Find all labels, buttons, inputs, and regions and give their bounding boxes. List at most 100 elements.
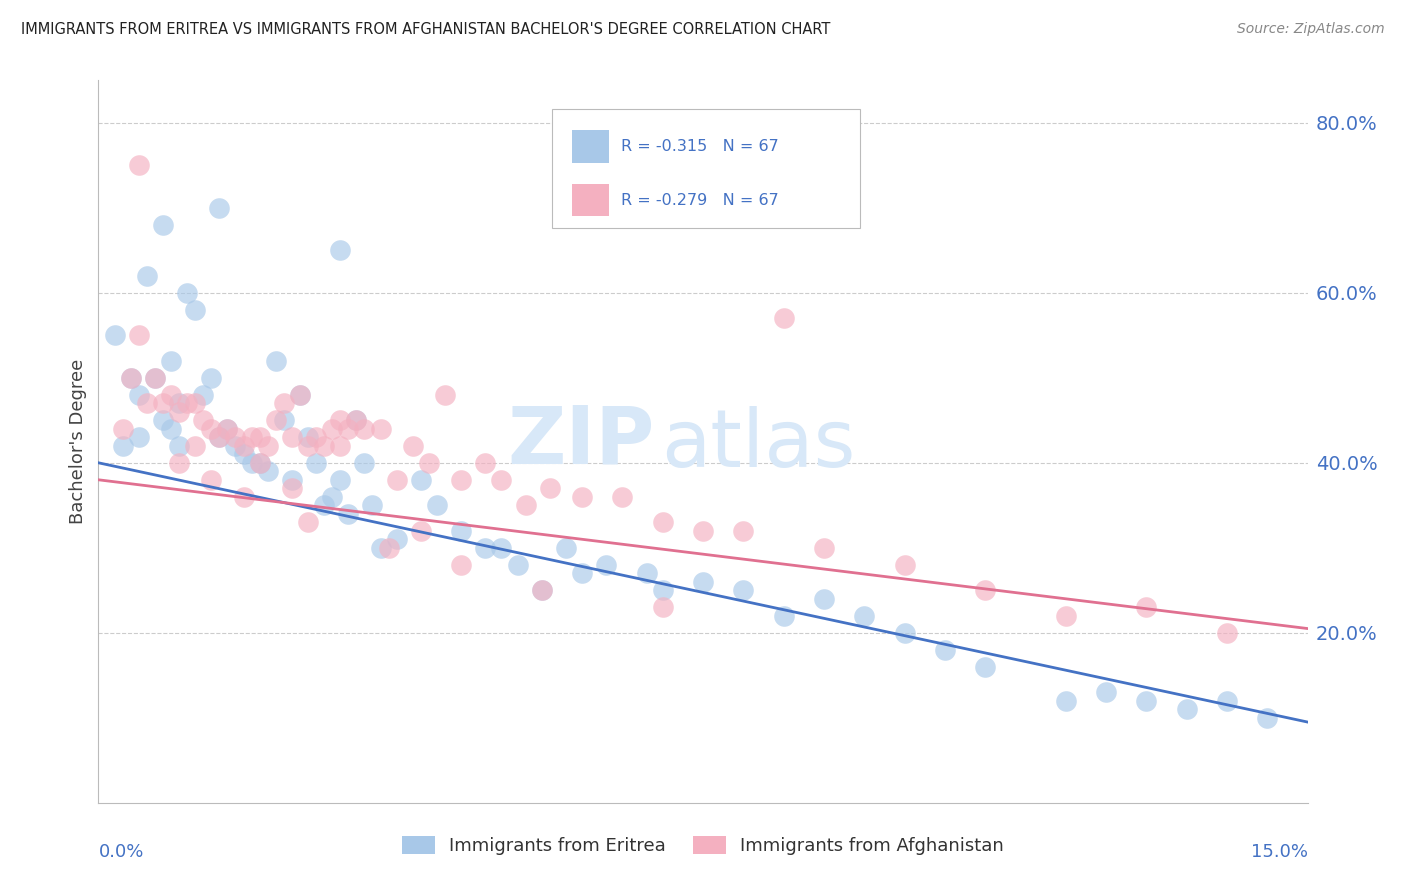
Point: [1216, 625, 1239, 640]
Point: [314, 439, 336, 453]
Point: [256, 464, 278, 478]
Point: [240, 430, 263, 444]
Text: IMMIGRANTS FROM ERITREA VS IMMIGRANTS FROM AFGHANISTAN BACHELOR'S DEGREE CORRELA: IMMIGRANTS FROM ERITREA VS IMMIGRANTS FR…: [21, 22, 831, 37]
Point: [426, 498, 449, 512]
Point: [474, 541, 496, 555]
Point: [329, 473, 352, 487]
Point: [450, 558, 472, 572]
Point: [288, 388, 311, 402]
Point: [193, 413, 215, 427]
Point: [232, 447, 254, 461]
Point: [385, 473, 408, 487]
Point: [409, 473, 432, 487]
Point: [636, 566, 658, 581]
Bar: [572, 130, 609, 162]
Point: [530, 583, 553, 598]
Point: [974, 583, 997, 598]
Point: [853, 608, 876, 623]
Point: [281, 481, 304, 495]
Point: [530, 583, 553, 598]
Point: [160, 353, 183, 368]
Point: [152, 396, 174, 410]
Point: [450, 473, 472, 487]
Point: [143, 371, 166, 385]
Point: [249, 430, 271, 444]
Point: [288, 388, 311, 402]
Point: [1095, 685, 1118, 699]
Point: [1175, 702, 1198, 716]
Point: [612, 490, 634, 504]
Point: [184, 302, 207, 317]
Point: [273, 413, 295, 427]
Point: [1135, 600, 1157, 615]
Point: [538, 481, 561, 495]
Point: [893, 558, 915, 572]
Point: [135, 268, 157, 283]
Point: [224, 439, 246, 453]
Point: [264, 413, 287, 427]
Point: [329, 244, 352, 258]
Text: ZIP: ZIP: [508, 402, 655, 481]
Text: R = -0.315   N = 67: R = -0.315 N = 67: [621, 139, 779, 154]
Y-axis label: Bachelor's Degree: Bachelor's Degree: [69, 359, 87, 524]
Point: [297, 516, 319, 530]
Point: [1135, 694, 1157, 708]
Bar: [572, 184, 609, 217]
FancyBboxPatch shape: [551, 109, 860, 228]
Point: [321, 422, 343, 436]
Point: [281, 473, 304, 487]
Point: [103, 328, 125, 343]
Point: [361, 498, 384, 512]
Point: [160, 388, 183, 402]
Point: [772, 311, 794, 326]
Point: [651, 600, 673, 615]
Point: [813, 541, 835, 555]
Point: [555, 541, 578, 555]
Point: [152, 413, 174, 427]
Point: [571, 490, 593, 504]
Point: [491, 473, 513, 487]
Point: [337, 507, 360, 521]
Point: [176, 396, 198, 410]
Point: [370, 422, 392, 436]
Point: [571, 566, 593, 581]
Point: [208, 430, 231, 444]
Point: [273, 396, 295, 410]
Text: atlas: atlas: [661, 406, 855, 484]
Point: [1054, 694, 1077, 708]
Point: [314, 498, 336, 512]
Point: [1216, 694, 1239, 708]
Point: [217, 422, 239, 436]
Point: [385, 533, 408, 547]
Text: R = -0.279   N = 67: R = -0.279 N = 67: [621, 193, 779, 208]
Point: [418, 456, 440, 470]
Point: [184, 439, 207, 453]
Point: [167, 439, 190, 453]
Point: [474, 456, 496, 470]
Point: [974, 660, 997, 674]
Point: [184, 396, 207, 410]
Point: [128, 388, 150, 402]
Point: [402, 439, 425, 453]
Point: [224, 430, 246, 444]
Point: [733, 524, 755, 538]
Point: [813, 591, 835, 606]
Point: [128, 328, 150, 343]
Point: [167, 405, 190, 419]
Point: [353, 456, 375, 470]
Point: [434, 388, 457, 402]
Point: [329, 413, 352, 427]
Point: [200, 422, 222, 436]
Point: [893, 625, 915, 640]
Point: [692, 574, 714, 589]
Point: [409, 524, 432, 538]
Point: [208, 430, 231, 444]
Point: [232, 490, 254, 504]
Point: [120, 371, 142, 385]
Point: [111, 422, 134, 436]
Point: [651, 516, 673, 530]
Point: [305, 430, 328, 444]
Point: [111, 439, 134, 453]
Point: [344, 413, 367, 427]
Point: [256, 439, 278, 453]
